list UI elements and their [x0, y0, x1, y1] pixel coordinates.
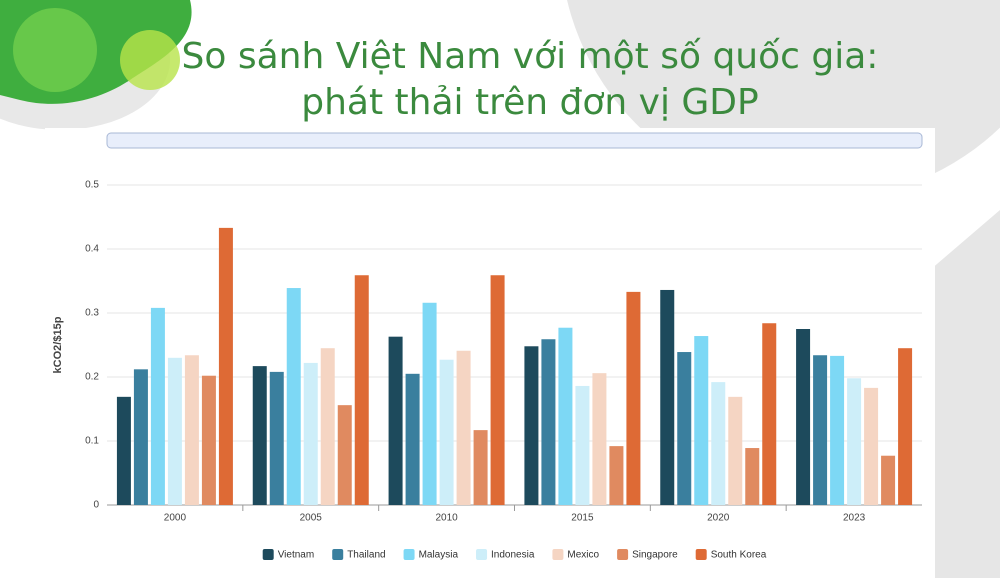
legend-label: South Korea — [711, 550, 767, 561]
bar — [847, 378, 862, 505]
bar — [694, 336, 709, 505]
bar — [728, 396, 743, 505]
bar — [575, 385, 590, 505]
legend-label: Thailand — [347, 550, 385, 561]
legend-swatch — [403, 549, 415, 560]
bar — [439, 359, 454, 505]
bar — [813, 355, 828, 505]
bar — [167, 357, 182, 505]
x-tick-label: 2023 — [843, 513, 866, 524]
y-tick-label: 0.5 — [85, 180, 99, 191]
x-tick-label: 2020 — [707, 513, 730, 524]
legend-label: Mexico — [567, 550, 599, 561]
y-tick-label: 0 — [93, 500, 99, 511]
bar — [473, 430, 488, 505]
decoration — [13, 8, 97, 92]
title-line: phát thải trên đơn vị GDP — [301, 82, 758, 123]
x-tick-label: 2010 — [435, 513, 458, 524]
bar — [337, 405, 352, 505]
x-tick-label: 2015 — [571, 513, 594, 524]
bar — [133, 369, 148, 505]
bar — [286, 288, 301, 505]
bar — [388, 336, 403, 505]
bar — [626, 291, 641, 505]
bar — [150, 307, 165, 505]
bar — [116, 396, 131, 505]
bar — [184, 355, 199, 505]
legend-label: Malaysia — [419, 550, 459, 561]
bar — [677, 352, 692, 505]
decoration — [930, 210, 1000, 578]
bar — [320, 348, 335, 505]
legend-swatch — [476, 549, 488, 560]
y-tick-label: 0.2 — [85, 372, 99, 383]
bar — [456, 350, 471, 505]
bar — [660, 289, 675, 505]
bar — [354, 275, 369, 505]
legend-swatch — [262, 549, 274, 560]
bar — [303, 362, 318, 505]
bar — [830, 355, 845, 505]
bar — [405, 373, 420, 505]
bar — [864, 387, 879, 505]
legend-label: Indonesia — [491, 550, 535, 561]
x-tick-label: 2000 — [164, 513, 187, 524]
bar — [422, 302, 437, 505]
legend-swatch — [552, 549, 564, 560]
navigator — [106, 132, 923, 149]
bar — [201, 375, 216, 505]
bar — [745, 448, 760, 505]
bar — [541, 339, 556, 505]
bar — [558, 327, 573, 505]
legend-label: Vietnam — [278, 550, 315, 561]
y-axis-label: kCO2/$15p — [52, 316, 64, 373]
bar — [711, 382, 726, 505]
bar — [269, 371, 284, 505]
decoration — [120, 30, 180, 90]
bar — [524, 346, 539, 505]
bar — [762, 323, 777, 505]
bar — [609, 446, 624, 505]
x-tick-label: 2005 — [300, 513, 323, 524]
y-tick-label: 0.4 — [85, 244, 99, 255]
legend-swatch — [695, 549, 707, 560]
bar — [490, 275, 505, 505]
bar — [796, 329, 811, 505]
bar — [592, 373, 607, 505]
bar — [218, 227, 233, 505]
bar — [252, 366, 267, 505]
legend-swatch — [617, 549, 629, 560]
bar — [898, 348, 913, 505]
y-tick-label: 0.1 — [85, 436, 99, 447]
bar — [881, 455, 896, 505]
legend-label: Singapore — [632, 550, 678, 561]
title-line: So sánh Việt Nam với một số quốc gia: — [182, 36, 879, 77]
y-tick-label: 0.3 — [85, 308, 99, 319]
legend-swatch — [332, 549, 344, 560]
